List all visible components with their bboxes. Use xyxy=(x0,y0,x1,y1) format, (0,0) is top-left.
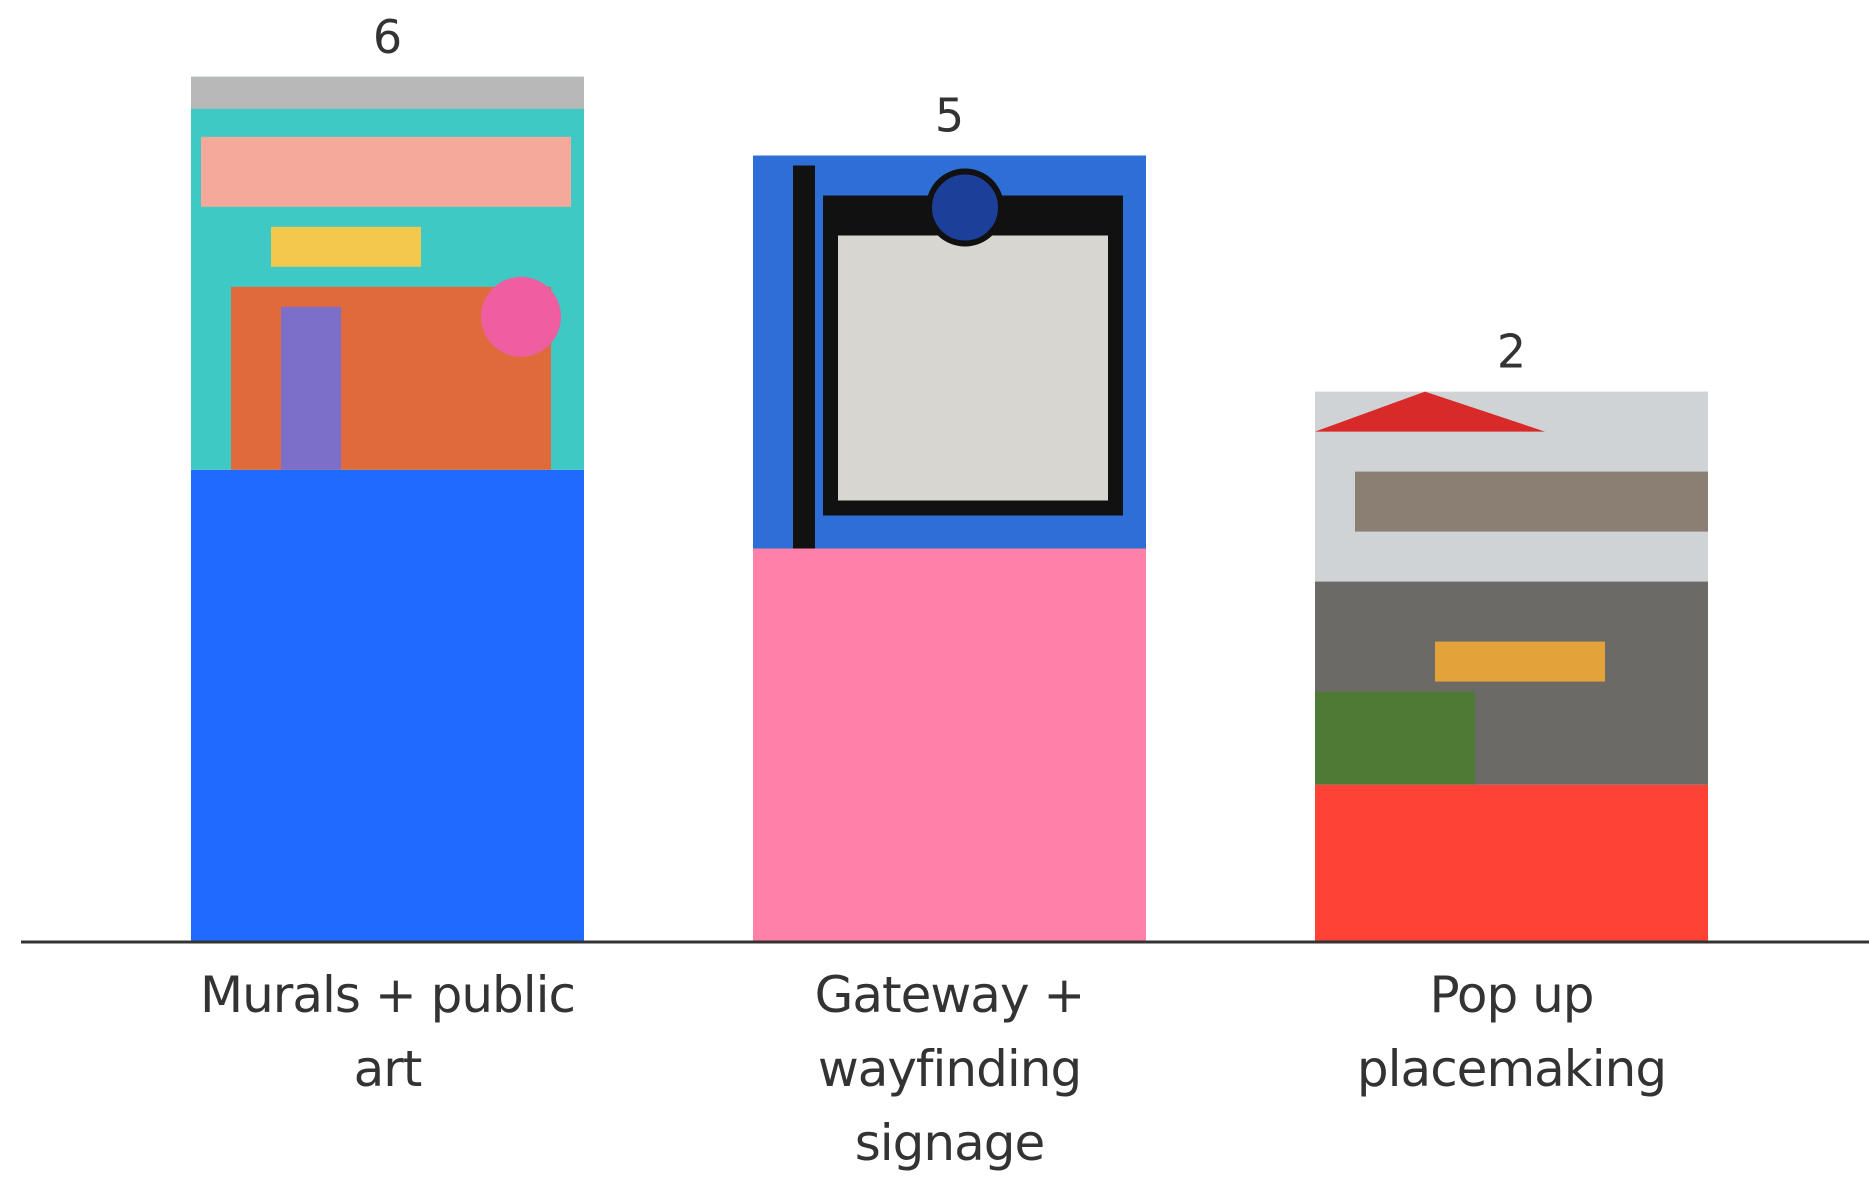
photo-building xyxy=(1355,471,1708,532)
value-label: 2 xyxy=(1497,325,1526,379)
value-label: 5 xyxy=(935,89,964,143)
photo-shape xyxy=(481,276,561,357)
photo-shape xyxy=(201,136,571,207)
photo xyxy=(753,155,1146,549)
value-label: 6 xyxy=(373,10,402,64)
bar xyxy=(753,548,1146,942)
photo-plants xyxy=(1315,691,1475,785)
photo-seal xyxy=(926,168,1004,247)
photo-pole xyxy=(793,165,815,549)
photo-shape xyxy=(281,306,341,470)
photo xyxy=(1315,391,1708,785)
photo-bench xyxy=(1435,641,1605,682)
x-tick-label: Gateway + wayfinding signage xyxy=(814,966,1086,1172)
photo-shape xyxy=(271,226,421,267)
x-tick-label: Pop up placemaking xyxy=(1356,966,1667,1098)
photo-sign xyxy=(838,235,1108,501)
bar xyxy=(1315,784,1708,942)
photo xyxy=(191,76,584,470)
photo-wall xyxy=(191,76,584,109)
photo-umbrella xyxy=(1315,391,1545,432)
x-tick-label: Murals + public art xyxy=(199,966,576,1098)
bar xyxy=(191,469,584,942)
